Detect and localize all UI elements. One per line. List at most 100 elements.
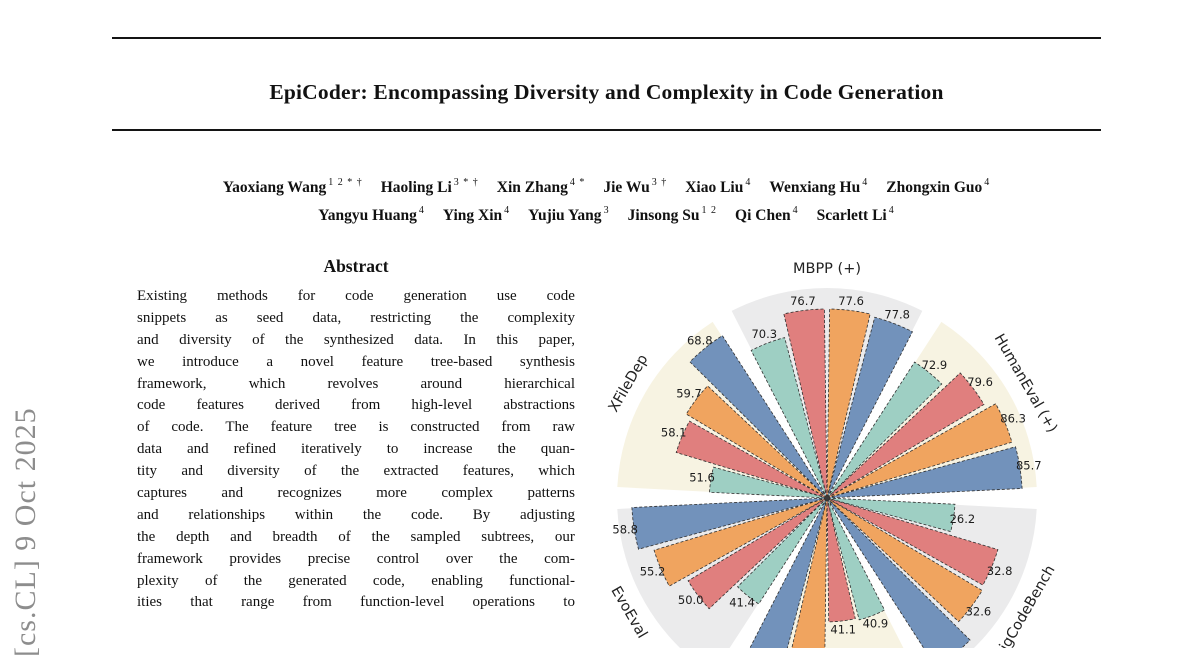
bar-value-label: 70.3: [751, 327, 777, 341]
author-affiliation-sup: 4 *: [569, 177, 586, 188]
author: Xin Zhang 4 *: [496, 177, 586, 197]
bar-value-label: 50.0: [678, 593, 704, 607]
author: Jie Wu 3 †: [603, 177, 667, 197]
bar-red-MBPP (+): [783, 308, 828, 499]
author-affiliation-sup: 1 2 * †: [328, 177, 363, 188]
author: Yangyu Huang 4: [318, 205, 425, 225]
bar-value-label: 72.9: [922, 358, 948, 372]
bar-value-label: 40.9: [863, 617, 889, 631]
bar-teal-bottom: [826, 497, 886, 621]
author-affiliation-sup: 4: [504, 205, 511, 217]
bar-value-label: 86.3: [1000, 412, 1026, 426]
bar-red-bottom: [826, 497, 856, 623]
bar-value-label: 32.6: [966, 605, 992, 619]
bar-blue-BigCodeBench: [826, 497, 971, 648]
bar-teal-MBPP (+): [750, 337, 828, 499]
abstract-line: of code. The feature tree is constructed from ra…: [137, 419, 575, 436]
bar-value-label: 55.2: [640, 565, 666, 579]
author-affiliation-sup: 4: [888, 205, 895, 217]
bar-teal-XFileDep: [709, 466, 828, 499]
bar-value-label: 68.8: [687, 333, 713, 347]
author-name: Yaoxiang Wang: [222, 179, 327, 197]
bar-red-BigCodeBench: [826, 497, 999, 586]
author-affiliation-sup: 1 2: [701, 205, 718, 217]
author-affiliation-sup: 3: [603, 205, 610, 217]
author: Ying Xin 4: [442, 205, 511, 225]
bar-value-label: 76.7: [790, 294, 816, 308]
abstract-line: framework, which revolves around hierarchica…: [137, 375, 575, 392]
bar-value-label: 26.2: [950, 512, 976, 526]
bar-value-label: 85.7: [1016, 459, 1042, 473]
author: Xiao Liu 4: [685, 177, 752, 197]
bar-blue-EvoEval: [631, 497, 828, 550]
bar-orange-bottom: [791, 497, 828, 648]
bar-teal-EvoEval: [737, 497, 828, 605]
abstract-line: the depth and breadth of the sampled subtrees, o…: [137, 528, 575, 545]
bar-teal-BigCodeBench: [826, 497, 956, 533]
bar-blue-bottom: [749, 497, 828, 648]
bar-blue-MBPP (+): [826, 316, 913, 499]
bar-red-EvoEval: [687, 497, 828, 610]
abstract-line: and diversity of the synthesized data. In this p…: [137, 331, 575, 348]
abstract-body: Existing methods for code generation use code s…: [137, 288, 575, 616]
author: Jinsong Su 1 2: [627, 205, 718, 225]
polar-chart-svg: 77.8 85.7 58.8 68.8 77.6 86.3 32.6 55.2 59.7 76.7…: [606, 261, 1060, 648]
author-affiliation-sup: 4: [862, 177, 869, 188]
bar-value-label: 41.1: [830, 622, 856, 636]
author: Scarlett Li 4: [816, 205, 895, 225]
abstract-line: ities that range from function-level operatio…: [137, 594, 575, 611]
arxiv-stamp: [cs.CL] 9 Oct 2025: [9, 407, 42, 657]
author-name: Yangyu Huang: [318, 207, 417, 225]
abstract-line: captures and recognizes more complex patterns: [137, 485, 575, 502]
abstract-heading: Abstract: [323, 256, 389, 276]
bar-value-label: 58.8: [612, 523, 638, 537]
author: Wenxiang Hu 4: [769, 177, 869, 196]
abstract-line: snippets as seed data, restricting the complex…: [137, 309, 575, 326]
title-rule-top: [112, 37, 1101, 39]
abstract-line: tity and diversity of the extracted features, w…: [137, 463, 575, 480]
bar-value-label: 41.4: [729, 595, 755, 609]
category-label: MBPP (+): [793, 261, 861, 277]
author-name: Yujiu Yang: [528, 207, 602, 225]
abstract-line: plexity of the generated code, enabling functi…: [137, 572, 575, 589]
author-name: Xin Zhang: [496, 179, 568, 197]
bar-red-XFileDep: [675, 420, 828, 499]
author: Qi Chen 4: [735, 205, 799, 225]
author-affiliation-sup: 4: [792, 205, 799, 217]
bar-red-HumanEval (+): [826, 372, 985, 499]
author-affiliation-sup: 3 * †: [453, 177, 479, 188]
bar-value-label: 77.6: [838, 294, 864, 308]
chart-center-hub: [824, 495, 830, 501]
author-name: Scarlett Li: [816, 207, 887, 225]
author-name: Jie Wu: [603, 179, 650, 197]
abstract-line: framework provides precise control over the co…: [137, 550, 575, 567]
benchmark-polar-chart: 77.8 85.7 58.8 68.8 77.6 86.3 32.6 55.2 59.7 76.7…: [597, 252, 1089, 648]
bar-value-label: 58.1: [661, 425, 687, 439]
author-line-2: Yangyu Huang 4 Ying Xin 4 Yujiu Yang 3 Jinsong…: [100, 200, 1113, 228]
bar-value-label: 32.8: [987, 564, 1013, 578]
author-name: Qi Chen: [735, 207, 791, 225]
author-name: Zhongxin Guo: [886, 179, 983, 197]
bar-blue-XFileDep: [689, 335, 828, 499]
bar-orange-XFileDep: [685, 385, 828, 499]
paper-title: EpiCoder: Encompassing Diversity and Com…: [269, 80, 944, 105]
bar-teal-HumanEval (+): [826, 361, 943, 499]
abstract-line: data and refined iteratively to increase the qu…: [137, 441, 575, 458]
bar-value-label: 77.8: [884, 308, 910, 322]
author-name: Ying Xin: [442, 207, 503, 225]
bar-blue-HumanEval (+): [826, 446, 1023, 499]
author-affiliation-sup: 4: [745, 177, 752, 188]
bar-orange-EvoEval: [653, 497, 828, 587]
bar-orange-MBPP (+): [826, 308, 871, 499]
abstract-line: and relationships within the code. By adjustin…: [137, 506, 575, 523]
author-name: Jinsong Su: [627, 207, 700, 225]
abstract-section: Abstract Existing methods for code generatio…: [137, 256, 575, 616]
bar-value-label: 59.7: [676, 387, 702, 401]
author-name: Xiao Liu: [685, 179, 744, 197]
title-rule-bottom: [112, 129, 1101, 131]
author-line-1: Yaoxiang Wang 1 2 * † Haoling Li 3 * † Xin Z…: [100, 172, 1113, 200]
abstract-line: Existing methods for code generation use code: [137, 288, 575, 304]
author: Yaoxiang Wang 1 2 * †: [222, 177, 363, 197]
author-list: Yaoxiang Wang 1 2 * † Haoling Li 3 * † Xin Z…: [100, 172, 1113, 228]
bar-orange-BigCodeBench: [826, 497, 983, 623]
